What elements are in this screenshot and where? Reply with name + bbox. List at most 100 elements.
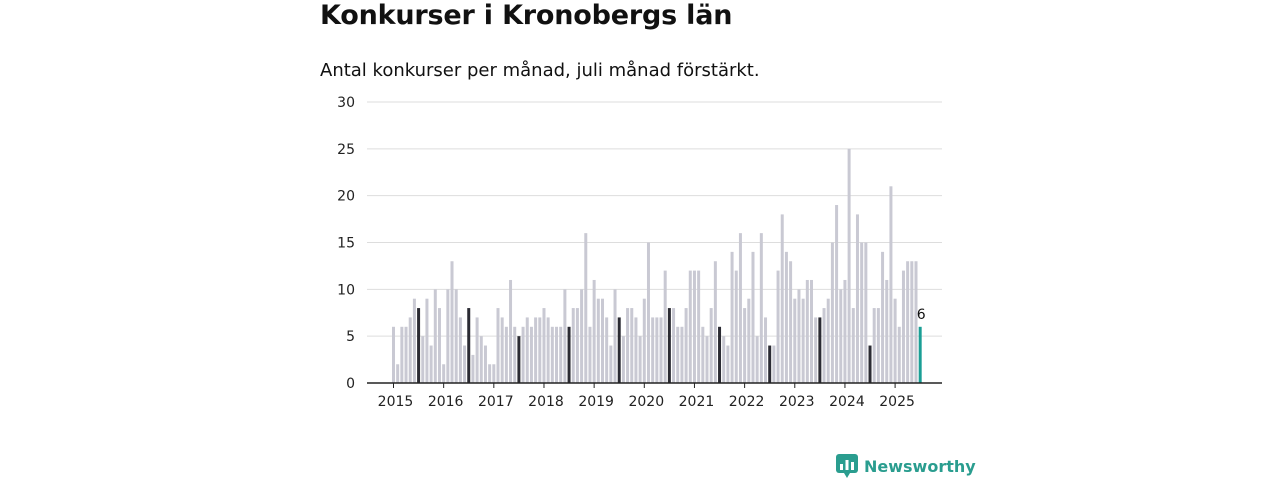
bar: [425, 298, 429, 383]
bar: [751, 251, 755, 383]
bar: [651, 317, 655, 383]
bar: [475, 317, 479, 383]
bar: [805, 279, 809, 383]
bar: [509, 279, 513, 383]
bar: [822, 308, 826, 383]
bar: [709, 308, 713, 383]
x-tick-label: 2016: [428, 394, 464, 410]
bar: [521, 326, 525, 383]
bar: [546, 317, 550, 383]
bar: [471, 354, 475, 383]
bar: [893, 298, 897, 383]
bar: [596, 298, 600, 383]
bar: [646, 242, 650, 383]
bar: [910, 261, 914, 383]
bar: [601, 298, 604, 383]
bar: [755, 336, 759, 383]
bar: [835, 205, 839, 383]
bar: [901, 270, 905, 383]
bar: [889, 186, 893, 383]
bar: [814, 317, 818, 383]
bar: [400, 326, 404, 383]
bar: [550, 326, 554, 383]
y-tick-label: 15: [337, 236, 355, 252]
bar: [764, 317, 768, 383]
bar: [830, 242, 834, 383]
y-tick-label: 25: [337, 142, 355, 158]
bar: [843, 279, 847, 383]
y-tick-label: 5: [346, 329, 355, 345]
bar: [404, 326, 408, 383]
bar: [897, 326, 901, 383]
bar: [772, 345, 776, 383]
bar: [442, 364, 446, 383]
bar: [542, 308, 546, 383]
bar: [692, 270, 696, 383]
x-tick-label: 2018: [528, 394, 564, 410]
bar: [517, 336, 521, 383]
bar: [567, 326, 571, 383]
bar: [458, 317, 462, 383]
bar: [722, 336, 726, 383]
bar: [847, 148, 851, 383]
bar: [479, 336, 483, 383]
bar: [408, 317, 412, 383]
x-tick-label: 2015: [378, 394, 414, 410]
bar: [667, 308, 671, 383]
bar: [450, 261, 454, 383]
bar: [743, 308, 747, 383]
x-tick-label: 2023: [779, 394, 815, 410]
chart-title: Konkurser i Kronobergs län: [320, 0, 733, 31]
bar: [621, 336, 625, 383]
bar: [412, 298, 416, 383]
bar: [851, 308, 855, 383]
bar: [789, 261, 793, 383]
bar: [525, 317, 529, 383]
bar: [876, 308, 880, 383]
bar: [592, 279, 596, 383]
bar: [864, 242, 868, 383]
bar: [617, 317, 621, 383]
x-tick-label: 2017: [478, 394, 514, 410]
bar: [713, 261, 717, 383]
bar: [718, 326, 722, 383]
bar: [463, 345, 467, 383]
bar: [529, 326, 533, 383]
bar: [663, 270, 667, 383]
bar: [868, 345, 872, 383]
bar: [659, 317, 663, 383]
bar: [642, 298, 646, 383]
bar: [417, 308, 421, 383]
x-tick-label: 2021: [679, 394, 715, 410]
bar: [676, 326, 680, 383]
bar: [885, 279, 889, 383]
latest-value-label: 6: [917, 307, 926, 323]
bar: [429, 345, 433, 383]
bar: [881, 251, 885, 383]
bar: [504, 326, 508, 383]
bar: [860, 242, 864, 383]
brand-name: Newsworthy: [864, 456, 976, 476]
bar: [500, 317, 504, 383]
x-tick-label: 2022: [729, 394, 765, 410]
bar: [684, 308, 688, 383]
bar: [914, 261, 918, 383]
bar: [768, 345, 772, 383]
bar: [701, 326, 705, 383]
bar: [538, 317, 542, 383]
bar: [534, 317, 538, 383]
x-tick-label: 2025: [879, 394, 915, 410]
bar: [734, 270, 738, 383]
x-tick-label: 2020: [628, 394, 664, 410]
bar: [446, 289, 450, 383]
bar: [392, 326, 395, 383]
bar: [421, 336, 425, 383]
chart-subtitle: Antal konkurser per månad, juli månad fö…: [320, 60, 760, 81]
bar: [697, 270, 701, 383]
y-tick-label: 0: [346, 376, 355, 392]
bar: [793, 298, 797, 383]
bar: [588, 326, 592, 383]
bar: [492, 364, 496, 383]
bar: [638, 336, 642, 383]
